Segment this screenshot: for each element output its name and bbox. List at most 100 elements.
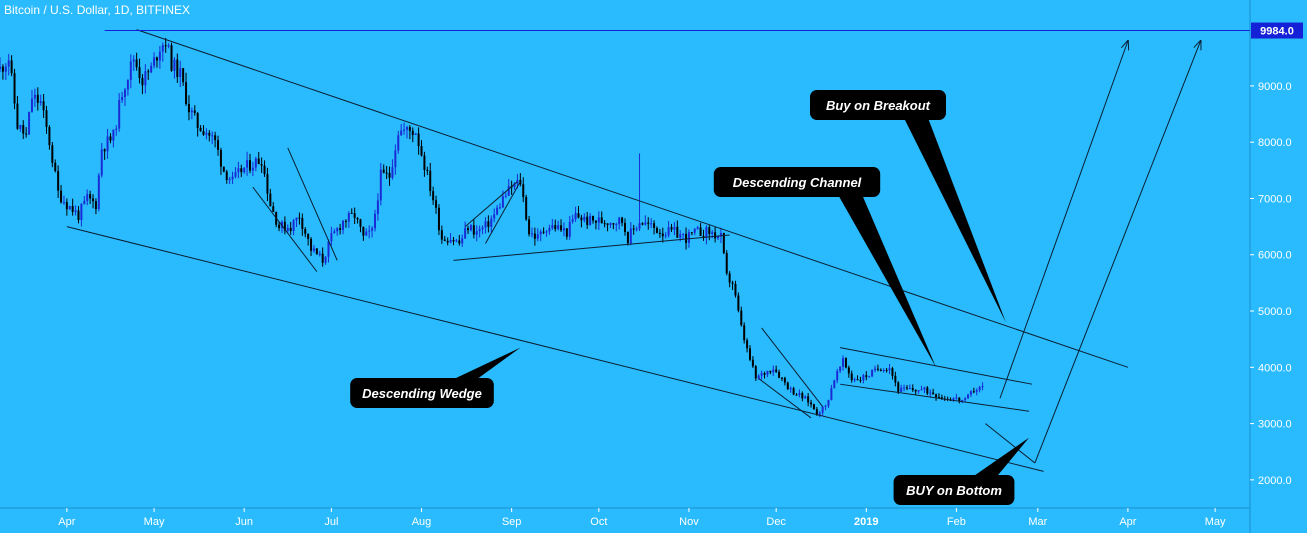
candle-body <box>57 171 60 191</box>
callout-1: Descending Channel <box>713 167 937 368</box>
candle-body <box>440 230 443 240</box>
trendline-flag-august-diagonal <box>485 181 521 244</box>
candle-body <box>400 130 403 136</box>
candle-body <box>190 110 193 113</box>
x-tick-label: Dec <box>766 516 786 528</box>
candle-body <box>150 65 153 73</box>
candle-body <box>423 155 426 171</box>
candle-body <box>339 228 342 230</box>
candle-body <box>682 233 685 235</box>
candle-body <box>693 229 696 233</box>
candle-body <box>589 215 592 225</box>
candle-body <box>68 205 71 210</box>
callout-pointer <box>838 195 937 368</box>
candle-body <box>353 213 356 218</box>
trendline-descending-wedge-lower <box>66 226 1044 472</box>
x-tick-label: May <box>144 516 165 528</box>
candle-body <box>249 160 251 171</box>
candle-body <box>647 222 650 224</box>
candle-body <box>530 233 533 235</box>
candle-body <box>696 227 699 230</box>
candle-body <box>746 340 749 349</box>
candle-body <box>455 240 458 242</box>
candle-body <box>481 227 484 230</box>
candle-body <box>19 125 22 129</box>
candle-body <box>301 218 304 229</box>
y-tick-label: 3000.0 <box>1258 419 1292 431</box>
candle-body <box>885 370 888 372</box>
candle-body <box>310 238 313 251</box>
candle-body <box>766 370 769 375</box>
candle-body <box>690 232 693 234</box>
x-tick-label: Sep <box>502 516 522 528</box>
candle-body <box>900 387 903 392</box>
candle-body <box>972 391 975 393</box>
candle-body <box>717 236 720 239</box>
candle-body <box>812 404 815 410</box>
candle-body <box>786 382 789 389</box>
candle-body <box>100 149 103 176</box>
candle-body <box>266 174 269 194</box>
candle-body <box>260 164 263 166</box>
candle-body <box>1 66 4 72</box>
candle-body <box>609 223 612 226</box>
candle-body <box>437 207 440 231</box>
candle-body <box>286 227 289 231</box>
candle-body <box>842 358 845 367</box>
candle-body <box>711 232 714 234</box>
candle-body <box>86 194 89 201</box>
candle-body <box>650 223 653 225</box>
candle-body <box>403 129 406 131</box>
candle-body <box>106 136 109 152</box>
candle-body <box>182 68 185 83</box>
candle-body <box>603 223 606 225</box>
candle-body <box>269 193 272 207</box>
candle-body <box>170 45 173 71</box>
candle-body <box>914 389 917 392</box>
trendline-channel-top <box>840 347 1033 385</box>
candle-body <box>179 68 182 78</box>
candle-body <box>778 371 781 378</box>
callout-0: Buy on Breakout <box>810 90 1006 323</box>
candle-body <box>283 221 286 231</box>
candle-body <box>408 127 411 131</box>
candle-body <box>138 67 141 79</box>
candle-body <box>856 379 859 381</box>
callout-label: Descending Wedge <box>362 386 482 401</box>
candle-body <box>868 376 871 378</box>
candle-body <box>295 217 298 221</box>
candle-body <box>496 207 499 215</box>
candle-body <box>772 369 775 373</box>
candle-body <box>664 235 667 237</box>
candle-body <box>219 149 222 167</box>
x-tick-label: Mar <box>1028 516 1047 528</box>
candle-body <box>278 224 281 229</box>
candle-body <box>472 225 475 235</box>
candle-body <box>25 133 28 135</box>
candle-body <box>522 184 525 198</box>
candle-body <box>208 132 211 136</box>
candle-body <box>435 200 438 208</box>
trendline-flag-june-upper <box>287 147 338 261</box>
candle-body <box>362 226 365 236</box>
y-tick-label: 4000.0 <box>1258 362 1292 374</box>
candle-body <box>798 393 801 395</box>
candle-body <box>153 57 156 66</box>
candle-body <box>525 197 528 220</box>
candle-body <box>54 162 57 172</box>
candle-body <box>461 238 464 244</box>
candle-body <box>77 210 80 220</box>
candle-body <box>368 230 371 232</box>
candle-body <box>600 217 603 224</box>
candle-body <box>821 406 824 413</box>
candle-body <box>932 392 935 395</box>
candle-body <box>731 282 734 284</box>
candle-body <box>545 231 548 233</box>
candle-body <box>824 405 827 407</box>
candle-body <box>725 253 728 274</box>
trendline-wedge-nov-upper <box>761 327 824 408</box>
candle-body <box>243 167 246 173</box>
trendline-layer <box>66 29 1201 472</box>
candle-body <box>121 96 124 101</box>
